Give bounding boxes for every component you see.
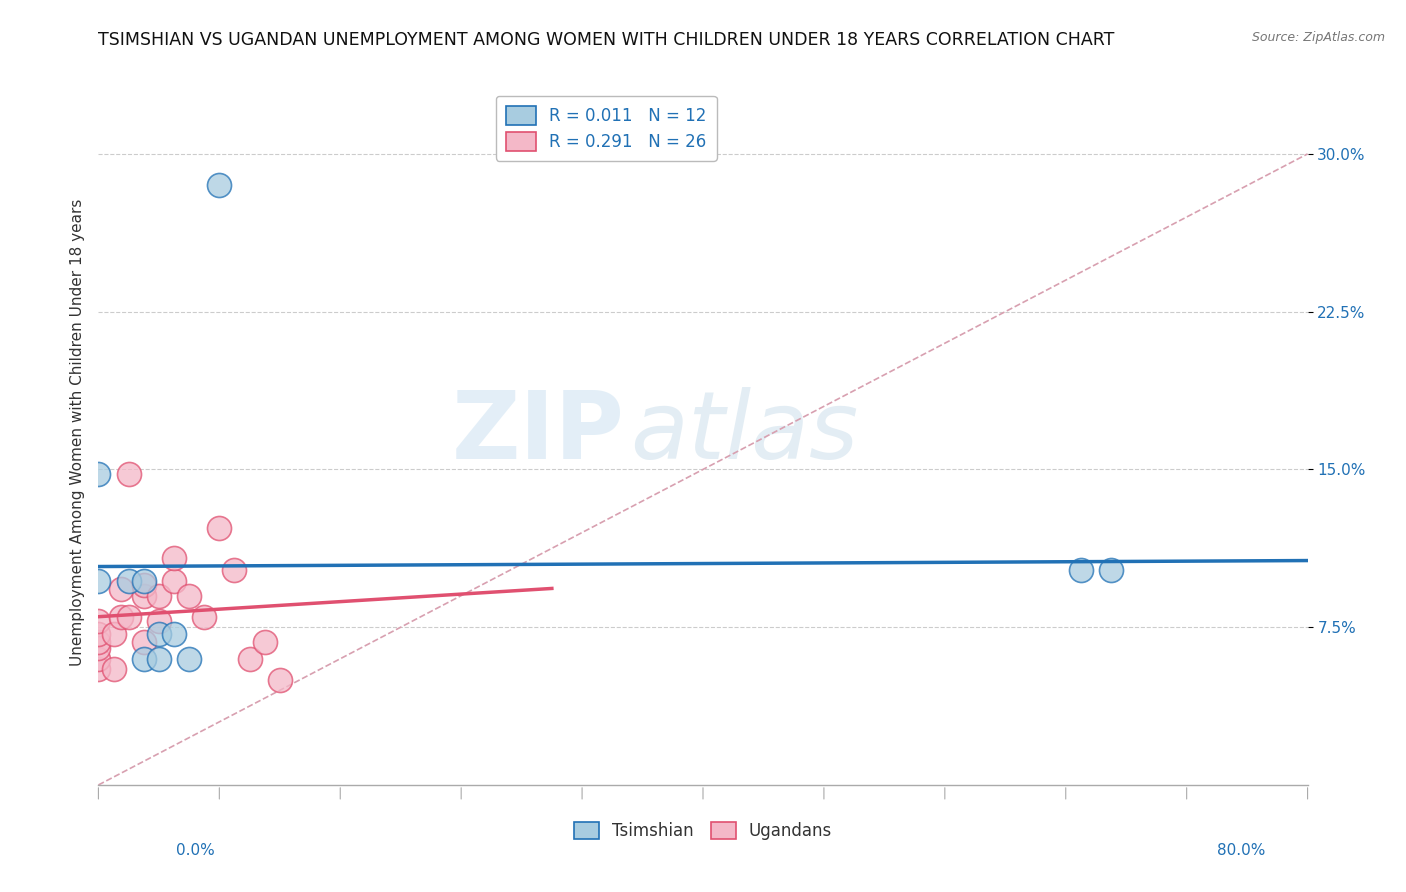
Point xyxy=(148,652,170,666)
Text: Source: ZipAtlas.com: Source: ZipAtlas.com xyxy=(1251,31,1385,45)
Legend: Tsimshian, Ugandans: Tsimshian, Ugandans xyxy=(567,815,839,847)
Point xyxy=(253,635,276,649)
Point xyxy=(193,609,215,624)
Point xyxy=(87,662,110,676)
Point xyxy=(132,578,155,592)
Point xyxy=(239,652,262,666)
Point xyxy=(103,662,125,676)
Point xyxy=(87,574,110,588)
Text: atlas: atlas xyxy=(630,387,859,478)
Point xyxy=(110,609,132,624)
Point xyxy=(118,609,141,624)
Point xyxy=(110,582,132,597)
Text: TSIMSHIAN VS UGANDAN UNEMPLOYMENT AMONG WOMEN WITH CHILDREN UNDER 18 YEARS CORRE: TSIMSHIAN VS UGANDAN UNEMPLOYMENT AMONG … xyxy=(98,31,1115,49)
Point xyxy=(148,626,170,640)
Point xyxy=(1099,563,1122,577)
Point xyxy=(208,521,231,535)
Point xyxy=(179,589,201,603)
Point xyxy=(118,574,141,588)
Point xyxy=(87,635,110,649)
Point xyxy=(87,467,110,481)
Point xyxy=(208,178,231,193)
Point xyxy=(132,574,155,588)
Point xyxy=(163,626,186,640)
Point xyxy=(224,563,246,577)
Point xyxy=(148,614,170,628)
Point xyxy=(103,626,125,640)
Point xyxy=(132,652,155,666)
Point xyxy=(87,641,110,656)
Point xyxy=(179,652,201,666)
Point xyxy=(87,652,110,666)
Point xyxy=(148,589,170,603)
Point xyxy=(87,614,110,628)
Point xyxy=(163,550,186,565)
Point xyxy=(269,673,291,687)
Text: 0.0%: 0.0% xyxy=(176,843,215,858)
Text: ZIP: ZIP xyxy=(451,386,624,479)
Point xyxy=(132,635,155,649)
Point xyxy=(87,626,110,640)
Point xyxy=(118,467,141,481)
Text: 80.0%: 80.0% xyxy=(1218,843,1265,858)
Point xyxy=(1070,563,1092,577)
Y-axis label: Unemployment Among Women with Children Under 18 years: Unemployment Among Women with Children U… xyxy=(69,199,84,666)
Point xyxy=(163,574,186,588)
Point xyxy=(132,589,155,603)
